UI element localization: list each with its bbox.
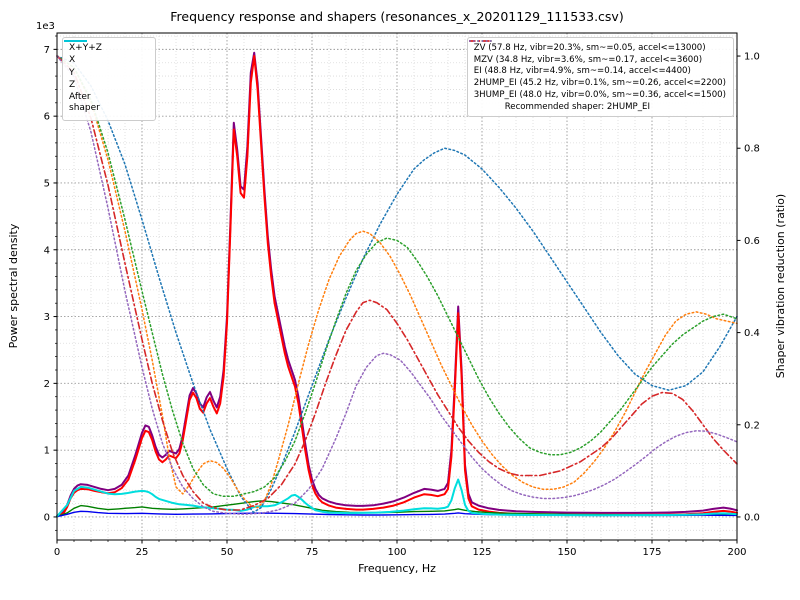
legend-item-mzv: MZV (34.8 Hz, vibr=3.6%, sm~=0.17, accel… <box>468 40 726 66</box>
legend-item-y: Y <box>64 40 148 79</box>
svg-text:100: 100 <box>387 547 406 558</box>
y-left-offset-label: 1e3 <box>36 21 55 32</box>
svg-text:0.8: 0.8 <box>744 144 760 155</box>
series-3hump_ei <box>56 55 738 515</box>
y-left-axis-label: Power spectral density <box>7 223 20 348</box>
svg-text:0.6: 0.6 <box>744 236 760 247</box>
2hump_ei-legend-line <box>468 40 492 42</box>
svg-text:7: 7 <box>44 45 50 56</box>
legend-item-ei: EI (48.8 Hz, vibr=4.9%, sm~=0.14, accel<… <box>468 40 726 77</box>
legend-label-3hump_ei: 3HUMP_EI (48.0 Hz, vibr=0.0%, sm~=0.36, … <box>473 89 726 100</box>
legend-item-zv: ZV (57.8 Hz, vibr=20.3%, sm~=0.05, accel… <box>468 40 726 54</box>
y-right-axis-label: Shaper vibration reduction (ratio) <box>774 194 787 378</box>
svg-text:2: 2 <box>44 379 50 390</box>
series-mzv <box>56 55 738 509</box>
series-ei <box>56 55 738 497</box>
svg-text:175: 175 <box>642 547 661 558</box>
series-after <box>56 478 738 518</box>
series-y <box>56 500 738 518</box>
svg-text:0: 0 <box>54 547 60 558</box>
svg-text:6: 6 <box>44 112 50 123</box>
legend-label-mzv: MZV (34.8 Hz, vibr=3.6%, sm~=0.17, accel… <box>473 54 703 65</box>
legend-item-x: X <box>64 40 148 66</box>
recommended-shaper-note: Recommended shaper: 2HUMP_EI <box>504 101 650 112</box>
legend-label-y: Y <box>69 67 75 78</box>
psd-legend: X+Y+Z X Y Z After shaper <box>62 37 156 121</box>
legend-label-z: Z <box>69 79 76 90</box>
series-sum <box>56 51 738 517</box>
shaper-legend: ZV (57.8 Hz, vibr=20.3%, sm~=0.05, accel… <box>466 37 734 117</box>
legend-item-after: After shaper <box>64 40 148 115</box>
svg-text:4: 4 <box>44 245 50 256</box>
svg-text:0.2: 0.2 <box>744 420 760 431</box>
legend-item-z: Z <box>64 40 148 91</box>
svg-text:0.4: 0.4 <box>744 328 760 339</box>
legend-item-sum: X+Y+Z <box>64 40 148 54</box>
svg-text:125: 125 <box>472 547 491 558</box>
legend-label-2hump_ei: 2HUMP_EI (45.2 Hz, vibr=0.1%, sm~=0.26, … <box>473 78 726 89</box>
legend-item-3hump_ei: 3HUMP_EI (48.0 Hz, vibr=0.0%, sm~=0.36, … <box>468 40 726 101</box>
svg-text:1.0: 1.0 <box>744 52 760 63</box>
legend-label-after: After shaper <box>69 92 100 114</box>
legend-label-zv: ZV (57.8 Hz, vibr=20.3%, sm~=0.05, accel… <box>473 43 706 53</box>
svg-text:3: 3 <box>44 312 50 323</box>
legend-label-sum: X+Y+Z <box>69 43 102 53</box>
chart-title: Frequency response and shapers (resonanc… <box>170 9 623 24</box>
legend-label-ei: EI (48.8 Hz, vibr=4.9%, sm~=0.14, accel<… <box>473 66 691 77</box>
svg-text:75: 75 <box>306 547 319 558</box>
series-2hump_ei <box>56 55 738 511</box>
series-zv <box>56 55 738 514</box>
svg-text:1: 1 <box>44 446 50 457</box>
x-axis-label: Frequency, Hz <box>358 562 436 575</box>
svg-text:0.0: 0.0 <box>744 512 760 523</box>
svg-text:0: 0 <box>44 512 50 523</box>
3hump_ei-legend-line <box>468 40 492 42</box>
axes-layer: 0 25 50 75 100 125 150 175 200 0 1 2 3 4 5 6 7 0.0 0.2 0.4 0… <box>44 32 760 558</box>
legend-item-2hump_ei: 2HUMP_EI (45.2 Hz, vibr=0.1%, sm~=0.26, … <box>468 40 726 89</box>
series-x <box>56 55 738 518</box>
svg-text:25: 25 <box>136 547 149 558</box>
svg-text:200: 200 <box>727 547 746 558</box>
after-legend-line <box>64 40 87 42</box>
svg-text:50: 50 <box>221 547 234 558</box>
svg-text:150: 150 <box>557 547 576 558</box>
svg-text:5: 5 <box>44 178 50 189</box>
series-layer <box>56 51 738 518</box>
legend-label-x: X <box>69 55 76 66</box>
